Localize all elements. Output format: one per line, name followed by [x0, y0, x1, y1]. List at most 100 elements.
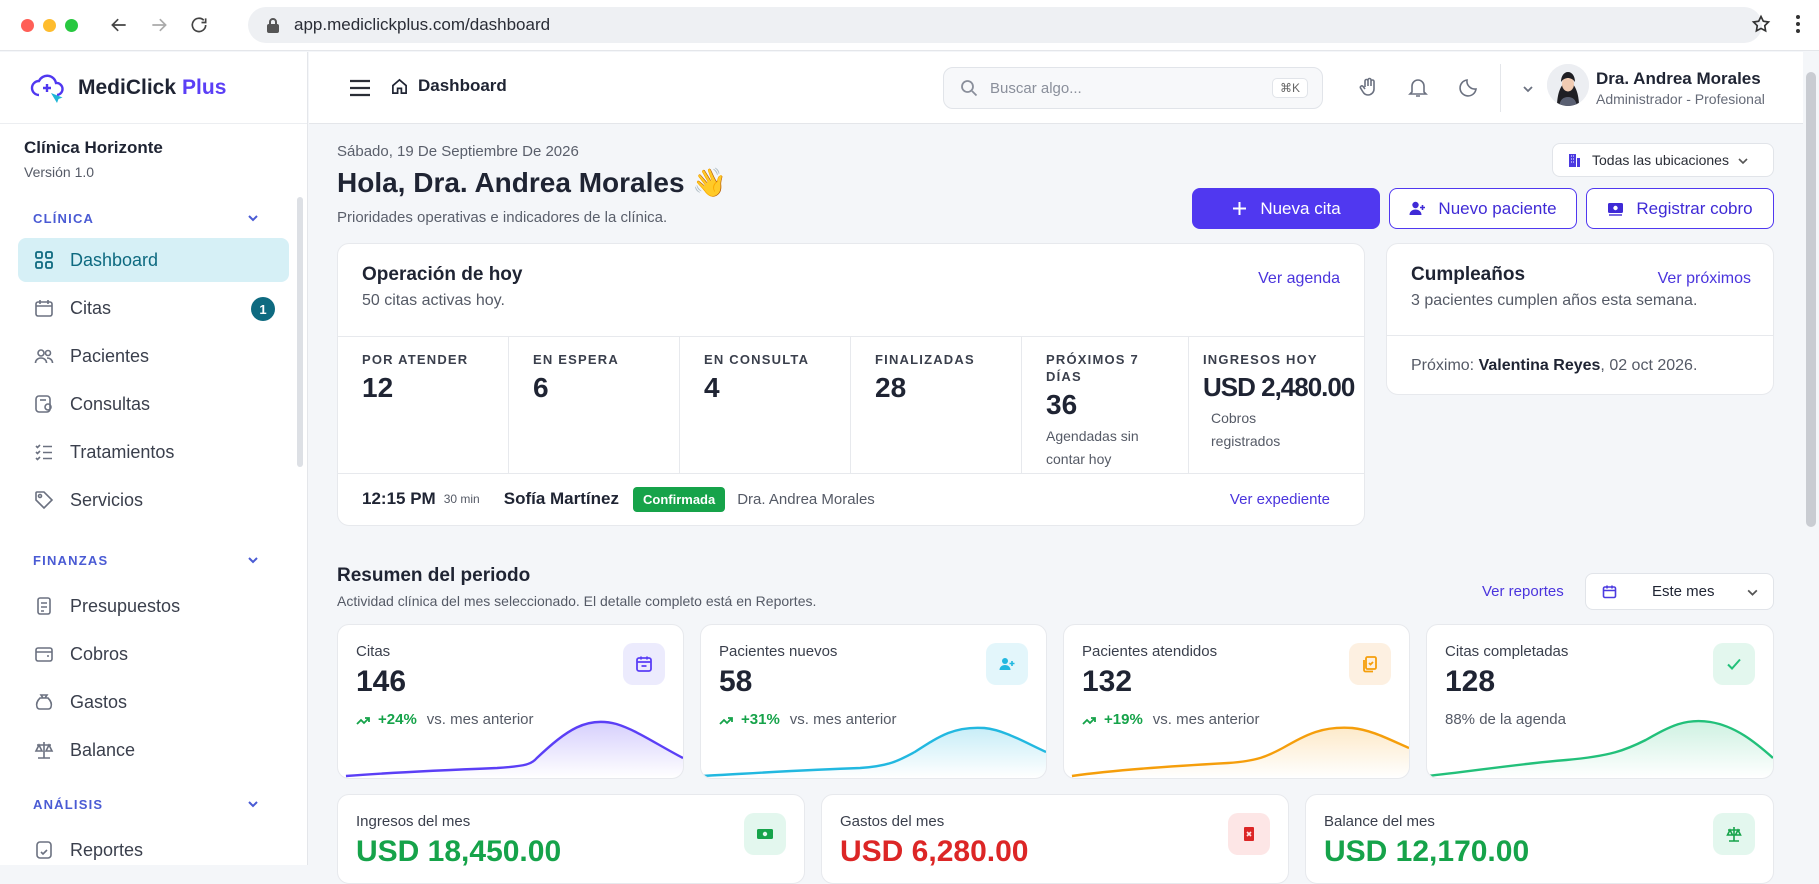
card-title: Cumpleaños	[1411, 264, 1526, 285]
sidebar-item-cobros[interactable]: Cobros	[18, 632, 289, 676]
kpi-delta-row: 88% de la agenda	[1445, 711, 1566, 728]
section-finanzas[interactable]: FINANZAS	[0, 550, 307, 570]
view-upcoming-link[interactable]: Ver próximos	[1657, 270, 1751, 287]
sidebar-item-gastos[interactable]: Gastos	[18, 680, 289, 724]
stat-por-atender: POR ATENDER 12	[338, 337, 509, 473]
new-appointment-button[interactable]: Nueva cita	[1192, 188, 1380, 229]
kpi-delta-value: +31%	[741, 711, 780, 728]
birthdays-card: Cumpleaños Ver próximos 3 pacientes cump…	[1386, 243, 1774, 395]
close-window-button[interactable]	[21, 18, 34, 32]
consult-icon	[35, 395, 52, 413]
stat-value: USD 2,480.00	[1203, 372, 1355, 402]
location-select[interactable]: Todas las ubicaciones	[1552, 143, 1774, 177]
sidebar-item-label: Reportes	[70, 839, 144, 860]
period-select[interactable]: Este mes	[1585, 573, 1774, 610]
sidebar-item-label: Pacientes	[70, 345, 150, 366]
section-title: Resumen del periodo	[337, 565, 531, 586]
sidebar-item-presupuestos[interactable]: Presupuestos	[18, 584, 289, 628]
location-value: Todas las ubicaciones	[1592, 152, 1729, 168]
sidebar-item-label: Balance	[70, 739, 136, 760]
forward-icon[interactable]	[148, 14, 170, 36]
finance-card-ingresos[interactable]: Ingresos del mes USD 18,450.00	[337, 794, 805, 884]
search-shortcut: ⌘K	[1271, 78, 1308, 98]
sidebar-item-reportes[interactable]: Reportes	[18, 828, 289, 872]
view-agenda-link[interactable]: Ver agenda	[1258, 270, 1340, 287]
stat-value: 4	[704, 372, 720, 403]
kpi-label: Citas	[356, 643, 391, 660]
users-icon	[34, 349, 54, 364]
register-payment-button[interactable]: Registrar cobro	[1586, 188, 1774, 229]
kpi-note: vs. mes anterior	[426, 711, 534, 728]
status-badge: Confirmada	[632, 486, 726, 512]
sidebar-item-pacientes[interactable]: Pacientes	[18, 334, 289, 378]
address-bar[interactable]: app.mediclickplus.com/dashboard	[248, 7, 1762, 43]
section-clinica[interactable]: CLÍNICA	[0, 208, 307, 228]
appointment-patient: Sofía Martínez	[503, 489, 619, 508]
stat-ingresos-hoy: INGRESOS HOY USD 2,480.00 Cobros registr…	[1189, 337, 1364, 473]
stat-finalizadas: FINALIZADAS 28	[851, 337, 1022, 473]
browser-menu-icon[interactable]	[1795, 14, 1801, 34]
finance-card-balance[interactable]: Balance del mes USD 12,170.00	[1305, 794, 1774, 884]
kpi-delta: +24%	[356, 711, 417, 728]
breadcrumb[interactable]: Dashboard	[391, 76, 507, 96]
finance-label: Balance del mes	[1324, 813, 1435, 830]
kpi-card-pacientes-atendidos[interactable]: Pacientes atendidos 132 +19% vs. mes ante…	[1063, 624, 1410, 779]
kpi-delta: +31%	[719, 711, 780, 728]
back-icon[interactable]	[108, 14, 130, 36]
maximize-window-button[interactable]	[65, 18, 78, 32]
report-icon	[36, 841, 52, 859]
view-record-link[interactable]: Ver expediente	[1229, 490, 1330, 508]
moon-icon[interactable]	[1458, 76, 1480, 98]
view-reports-link[interactable]: Ver reportes	[1482, 583, 1564, 600]
sidebar-item-dashboard[interactable]: Dashboard	[18, 238, 289, 282]
kpi-card-citas-completadas[interactable]: Citas completadas 128 88% de la agenda	[1426, 624, 1774, 779]
chevron-down-icon	[248, 801, 258, 808]
bell-icon[interactable]	[1407, 76, 1429, 98]
receipt-icon	[1228, 813, 1270, 855]
search-input[interactable]: Buscar algo... ⌘K	[943, 67, 1323, 109]
section-subtitle: Actividad clínica del mes seleccionado. …	[337, 593, 817, 609]
kpi-card-pacientes-nuevos[interactable]: Pacientes nuevos 58 +31% vs. mes anterior	[700, 624, 1047, 779]
lock-icon	[267, 18, 279, 33]
sidebar-item-servicios[interactable]: Servicios	[18, 478, 289, 522]
stat-label: POR ATENDER	[362, 352, 469, 367]
kpi-label: Pacientes nuevos	[719, 643, 838, 660]
clinic-version: Versión 1.0	[24, 164, 95, 180]
next-birthday-name[interactable]: Valentina Reyes	[1478, 357, 1601, 374]
sidebar-item-balance[interactable]: Balance	[18, 728, 289, 772]
hand-wave-icon[interactable]	[1358, 76, 1380, 98]
kpi-card-citas[interactable]: Citas 146 +24% vs. mes anterior	[337, 624, 684, 779]
sidebar-item-label: Gastos	[70, 691, 128, 712]
stat-proximos-7-dias: PRÓXIMOS 7 DÍAS 36 Agendadas sin contar …	[1022, 337, 1189, 473]
menu-icon[interactable]	[349, 79, 371, 97]
sidebar-scrollbar[interactable]	[297, 197, 303, 467]
avatar[interactable]	[1547, 64, 1589, 106]
sidebar-item-tratamientos[interactable]: Tratamientos	[18, 430, 289, 474]
today-stats: POR ATENDER 12 EN ESPERA 6 EN CONSULTA 4…	[338, 336, 1364, 474]
kpi-delta-row: +24% vs. mes anterior	[356, 711, 534, 728]
reload-icon[interactable]	[188, 14, 210, 36]
section-label: ANÁLISIS	[33, 796, 104, 812]
brand-name: MediClick	[78, 75, 177, 99]
next-appointment-row[interactable]: 12:15 PM 30 min Sofía Martínez Confirmad…	[362, 473, 1340, 525]
wallet-icon	[35, 647, 53, 662]
clinic-name: Clínica Horizonte	[24, 138, 163, 157]
kpi-value: 58	[719, 665, 753, 698]
sidebar-item-consultas[interactable]: Consultas	[18, 382, 289, 426]
chevron-down-icon[interactable]	[1522, 83, 1534, 95]
brand-logo[interactable]: MediClick Plus	[0, 52, 307, 124]
page-subtitle: Prioridades operativas e indicadores de …	[337, 209, 668, 226]
new-patient-button[interactable]: Nuevo paciente	[1389, 188, 1577, 229]
section-analisis[interactable]: ANÁLISIS	[0, 794, 307, 814]
kpi-delta-row: +19% vs. mes anterior	[1082, 711, 1260, 728]
building-icon	[1569, 153, 1580, 167]
sidebar-item-label: Cobros	[70, 643, 129, 664]
search-placeholder: Buscar algo...	[990, 79, 1082, 97]
finance-label: Gastos del mes	[840, 813, 945, 830]
finance-card-gastos[interactable]: Gastos del mes USD 6,280.00	[821, 794, 1289, 884]
page-scrollbar[interactable]	[1806, 72, 1816, 527]
sidebar-item-citas[interactable]: Citas 1	[18, 286, 289, 330]
bookmark-star-icon[interactable]	[1751, 14, 1771, 34]
appointment-doctor: Dra. Andrea Morales	[737, 490, 875, 508]
minimize-window-button[interactable]	[43, 18, 56, 32]
